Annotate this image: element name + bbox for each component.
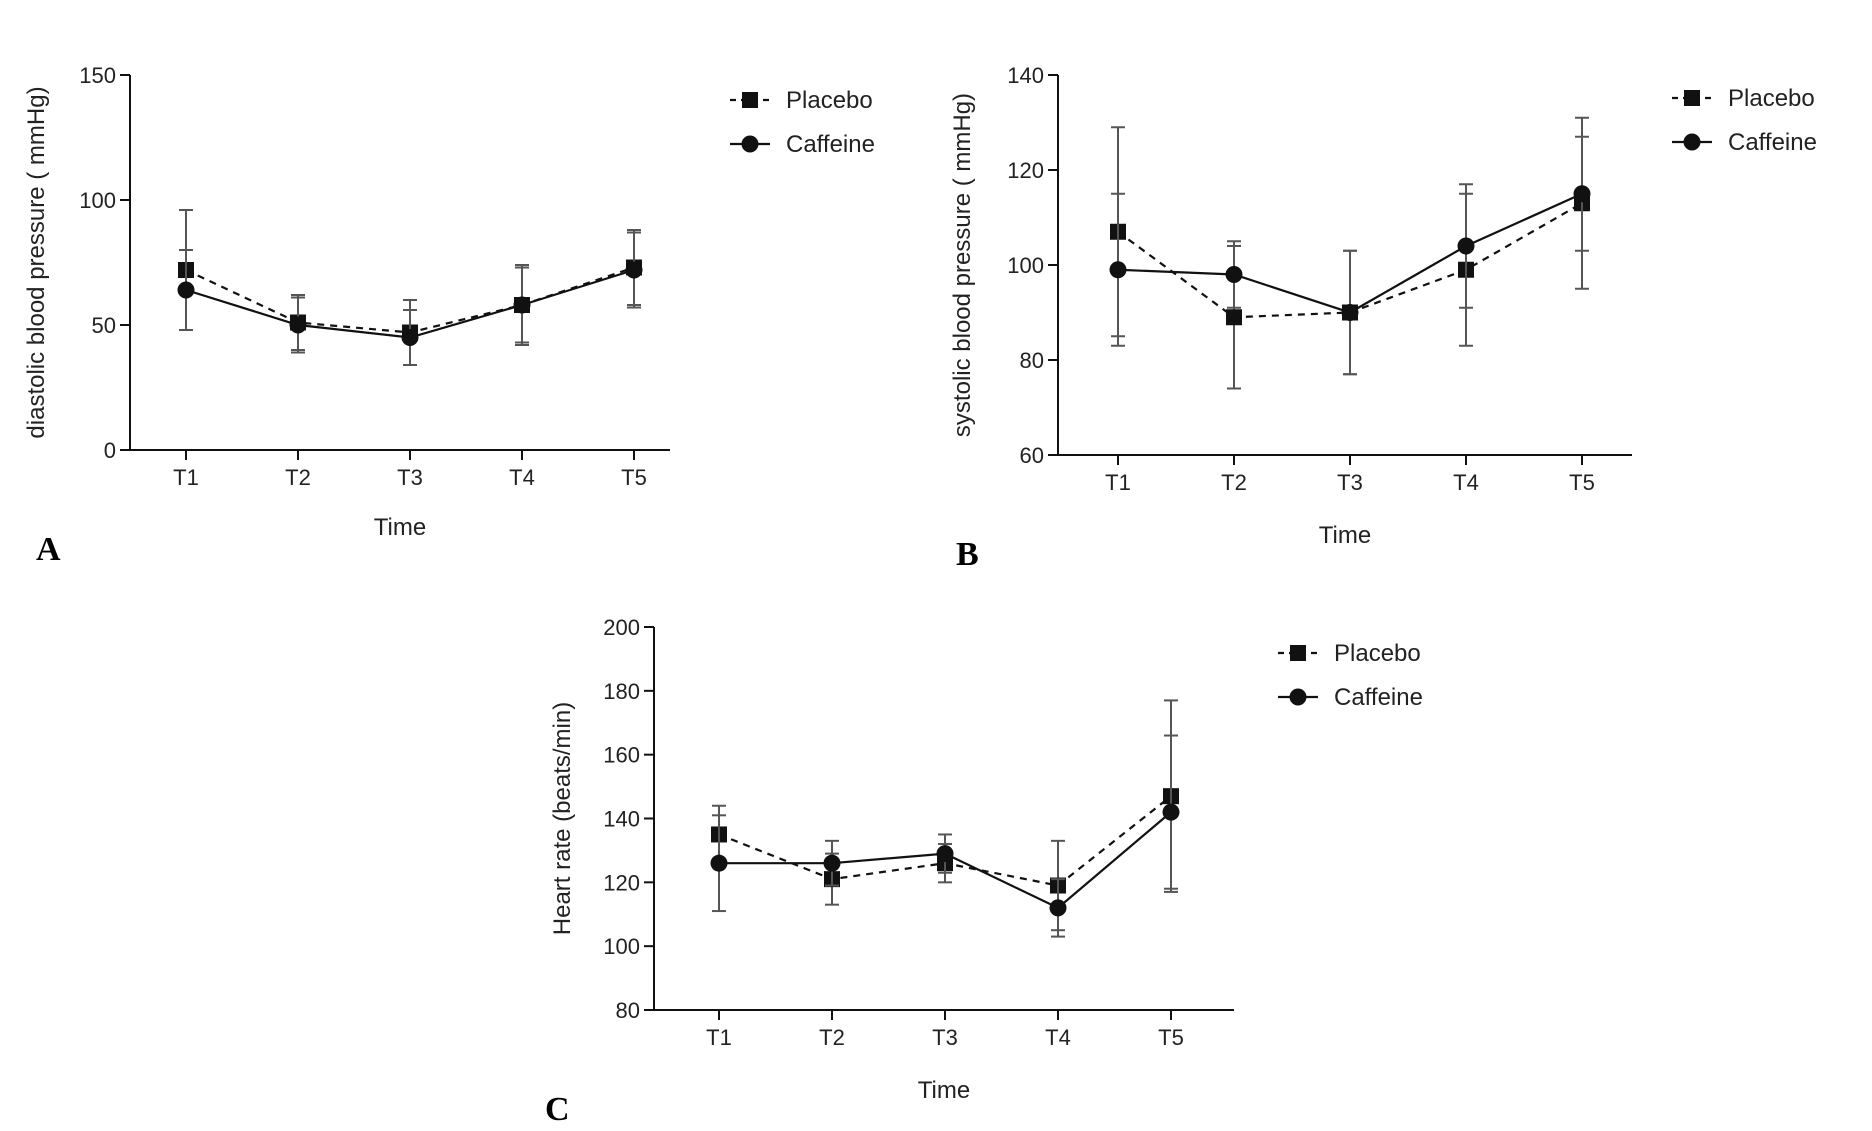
legend-label: Caffeine: [786, 131, 875, 158]
y-axis-title: systolic blood pressure ( mmHg): [949, 93, 976, 437]
x-tick-label: T2: [285, 465, 311, 490]
y-tick-label: 80: [1020, 348, 1044, 373]
legend-label: Placebo: [1728, 85, 1815, 112]
y-tick-label: 120: [1007, 158, 1044, 183]
y-tick-label: 100: [1007, 253, 1044, 278]
y-tick-label: 100: [79, 188, 116, 213]
legend-entry-placebo: Placebo: [1672, 85, 1815, 112]
legend-marker-square: [1684, 90, 1700, 106]
data-point-circle: [1573, 185, 1591, 203]
x-tick-label: T2: [1221, 470, 1247, 495]
x-tick-label: T5: [1158, 1025, 1184, 1050]
legend-label: Placebo: [1334, 640, 1421, 667]
data-point-circle: [1162, 803, 1180, 821]
legend-marker-square: [742, 92, 758, 108]
legend-entry-caffeine: Caffeine: [730, 131, 875, 158]
y-tick-label: 0: [104, 438, 116, 463]
y-tick-label: 200: [603, 615, 640, 640]
series-caffeine: [177, 231, 643, 366]
y-tick-label: 100: [603, 934, 640, 959]
legend-label: Caffeine: [1728, 129, 1817, 156]
legend-entry-caffeine: Caffeine: [1672, 129, 1817, 156]
legend-entry-caffeine: Caffeine: [1278, 684, 1423, 711]
x-tick-label: T3: [397, 465, 423, 490]
chart-panel-a: 0 50 100 150 T1 T2 T3 T4 T5 Time diastolic blood p…: [23, 63, 875, 568]
data-point-circle: [289, 316, 307, 334]
data-point-circle: [401, 329, 419, 346]
y-tick-label: 180: [603, 679, 640, 704]
data-point-circle: [936, 845, 954, 863]
x-tick-label: T5: [621, 465, 647, 490]
x-tick-label: T3: [932, 1025, 958, 1050]
y-tick-label: 140: [603, 807, 640, 832]
x-axis-title: Time: [1319, 522, 1371, 549]
y-tick-label: 150: [79, 63, 116, 88]
x-axis-title: Time: [374, 514, 426, 541]
data-point-circle: [625, 261, 643, 279]
data-point-circle: [710, 854, 728, 872]
chart-panel-c: 80 100 120 140 160 180 200 T1 T2 T3 T4 T5 Time Heart …: [545, 615, 1423, 1128]
x-tick-label: T2: [819, 1025, 845, 1050]
x-axis-title: Time: [918, 1077, 970, 1104]
legend-entry-placebo: Placebo: [730, 87, 873, 114]
x-tick-label: T1: [173, 465, 199, 490]
legend-entry-placebo: Placebo: [1278, 640, 1421, 667]
chart-panel-b: 60 80 100 120 140 T1 T2 T3 T4 T5 Time systolic bloo…: [949, 63, 1817, 573]
data-point-circle: [1049, 899, 1067, 917]
y-tick-label: 50: [92, 313, 116, 338]
data-point-circle: [1225, 266, 1243, 283]
y-tick-label: 140: [1007, 63, 1044, 88]
series-placebo: [711, 699, 1179, 932]
data-point-circle: [823, 854, 841, 872]
legend-marker-circle: [741, 135, 759, 153]
legend-marker-circle: [1289, 688, 1307, 706]
y-tick-label: 120: [603, 870, 640, 895]
x-tick-label: T4: [509, 465, 535, 490]
y-axis-title: Heart rate (beats/min): [549, 702, 576, 935]
data-point-circle: [177, 281, 195, 299]
legend-label: Placebo: [786, 87, 873, 114]
x-tick-label: T3: [1337, 470, 1363, 495]
series-caffeine: [1109, 135, 1591, 376]
panel-letter: B: [956, 536, 979, 573]
data-point-circle: [1457, 237, 1475, 255]
y-axis-title: diastolic blood pressure ( mmHg): [23, 86, 50, 438]
y-tick-label: 80: [616, 998, 640, 1023]
x-tick-label: T1: [1105, 470, 1131, 495]
panel-letter: A: [36, 531, 61, 568]
x-tick-label: T1: [706, 1025, 732, 1050]
data-point-circle: [513, 296, 531, 314]
panel-letter: C: [545, 1091, 570, 1128]
data-point-square: [1226, 309, 1242, 326]
legend-marker-circle: [1683, 133, 1701, 151]
legend-marker-square: [1290, 645, 1306, 661]
legend-label: Caffeine: [1334, 684, 1423, 711]
x-tick-label: T4: [1453, 470, 1479, 495]
data-point-circle: [1109, 261, 1127, 279]
x-tick-label: T4: [1045, 1025, 1071, 1050]
y-tick-label: 160: [603, 743, 640, 768]
y-tick-label: 60: [1020, 443, 1044, 468]
data-point-circle: [1341, 304, 1359, 321]
series-caffeine: [710, 734, 1180, 938]
x-tick-label: T5: [1569, 470, 1595, 495]
